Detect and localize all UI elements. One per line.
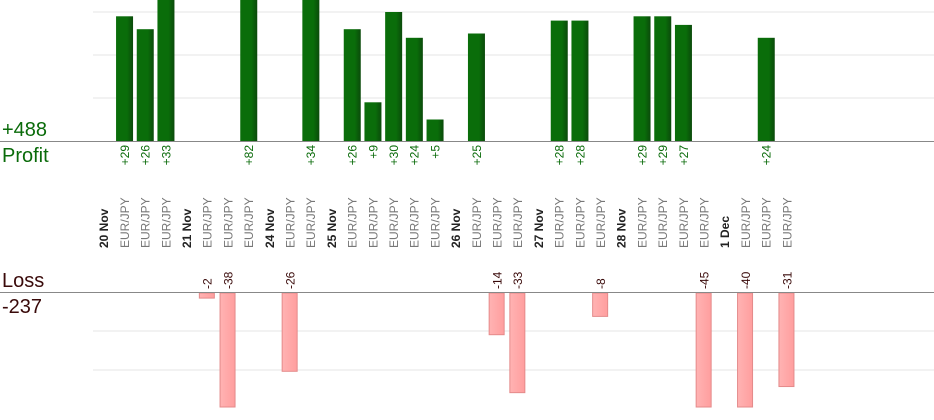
- loss-value-label: -38: [221, 271, 235, 289]
- pair-label: EUR/JPY: [242, 197, 256, 248]
- loss-bar: [198, 292, 215, 299]
- pair-label: EUR/JPY: [221, 197, 235, 248]
- date-label: 20 Nov: [97, 208, 111, 248]
- pair-label: EUR/JPY: [677, 197, 691, 248]
- bars-layer: [116, 0, 795, 408]
- profit-bar: [240, 0, 258, 141]
- loss-bar: [488, 292, 505, 336]
- pair-label: EUR/JPY: [159, 197, 173, 248]
- profit-value-label: +28: [573, 145, 587, 166]
- profit-value-label: +33: [159, 145, 173, 166]
- pair-label: EUR/JPY: [739, 197, 753, 248]
- profit-value-label: +34: [304, 145, 318, 166]
- loss-bar: [695, 292, 712, 408]
- profit-value-label: +82: [242, 145, 256, 166]
- profit-value-label: +24: [760, 145, 774, 166]
- profit-bar: [654, 16, 672, 141]
- profit-total: +488: [2, 119, 48, 141]
- date-label: 27 Nov: [532, 208, 546, 248]
- loss-value-label: -31: [780, 271, 794, 289]
- profit-bar: [302, 0, 320, 141]
- pair-label: EUR/JPY: [366, 197, 380, 248]
- pair-label: EUR/JPY: [594, 197, 608, 248]
- loss-value-label: -40: [739, 271, 753, 289]
- profit-bar: [633, 16, 651, 141]
- profit-bar: [364, 102, 382, 141]
- pair-label: EUR/JPY: [408, 197, 422, 248]
- pair-label: EUR/JPY: [470, 197, 484, 248]
- pair-label: EUR/JPY: [201, 197, 215, 248]
- pair-label: EUR/JPY: [346, 197, 360, 248]
- loss-value-label: -14: [490, 271, 504, 289]
- profit-bar: [467, 33, 485, 141]
- loss-value-label: -45: [697, 271, 711, 289]
- loss-value-label: -33: [511, 271, 525, 289]
- profit-bar: [343, 29, 361, 142]
- labels-layer: 20 Nov EUR/JPY +29 EUR/JPY +26 EUR/JPY +33 21 N…: [97, 145, 794, 289]
- loss-bar: [281, 292, 298, 372]
- loss-value-label: -2: [201, 278, 215, 289]
- profit-value-label: +5: [428, 145, 442, 159]
- profit-bar: [385, 12, 403, 141]
- loss-value-label: -8: [594, 278, 608, 289]
- profit-value-label: +26: [346, 145, 360, 166]
- pair-label: EUR/JPY: [656, 197, 670, 248]
- loss-total: -237: [2, 296, 43, 318]
- profit-bar: [674, 24, 692, 141]
- profit-value-label: +30: [387, 145, 401, 166]
- profit-bar: [405, 37, 423, 141]
- pair-label: EUR/JPY: [780, 197, 794, 248]
- pair-label: EUR/JPY: [490, 197, 504, 248]
- profit-bar: [426, 119, 444, 141]
- pair-label: EUR/JPY: [139, 197, 153, 248]
- pair-label: EUR/JPY: [553, 197, 567, 248]
- profit-label: Profit: [2, 145, 49, 167]
- pair-label: EUR/JPY: [387, 197, 401, 248]
- loss-label: Loss: [2, 270, 45, 292]
- pair-label: EUR/JPY: [760, 197, 774, 248]
- profit-value-label: +28: [553, 145, 567, 166]
- profit-value-label: +24: [408, 145, 422, 166]
- profit-bar: [157, 0, 175, 141]
- loss-value-label: -26: [283, 271, 297, 289]
- pair-label: EUR/JPY: [428, 197, 442, 248]
- loss-bar: [737, 292, 754, 408]
- date-label: 28 Nov: [615, 208, 629, 248]
- date-label: 24 Nov: [263, 208, 277, 248]
- profit-value-label: +29: [656, 145, 670, 166]
- profit-bar: [550, 20, 568, 142]
- date-label: 26 Nov: [449, 208, 463, 248]
- profit-value-label: +9: [366, 145, 380, 159]
- pair-label: EUR/JPY: [635, 197, 649, 248]
- loss-bar: [592, 292, 609, 317]
- date-label: 21 Nov: [180, 208, 194, 248]
- profit-bar: [136, 29, 154, 142]
- profit-bar: [571, 20, 589, 142]
- pair-label: EUR/JPY: [118, 197, 132, 248]
- profit-value-label: +25: [470, 145, 484, 166]
- pair-label: EUR/JPY: [573, 197, 587, 248]
- date-label: 1 Dec: [718, 216, 732, 248]
- loss-bar: [778, 292, 795, 388]
- pair-label: EUR/JPY: [304, 197, 318, 248]
- date-label: 25 Nov: [325, 208, 339, 248]
- profit-value-label: +27: [677, 145, 691, 166]
- loss-bar: [509, 292, 526, 394]
- pair-label: EUR/JPY: [511, 197, 525, 248]
- pair-label: EUR/JPY: [283, 197, 297, 248]
- axis-lines: [0, 141, 934, 293]
- profit-bar: [116, 16, 134, 141]
- profit-value-label: +29: [118, 145, 132, 166]
- profit-value-label: +29: [635, 145, 649, 166]
- profit-value-label: +26: [139, 145, 153, 166]
- pair-label: EUR/JPY: [697, 197, 711, 248]
- profit-bar: [757, 37, 775, 141]
- loss-bar: [219, 292, 236, 408]
